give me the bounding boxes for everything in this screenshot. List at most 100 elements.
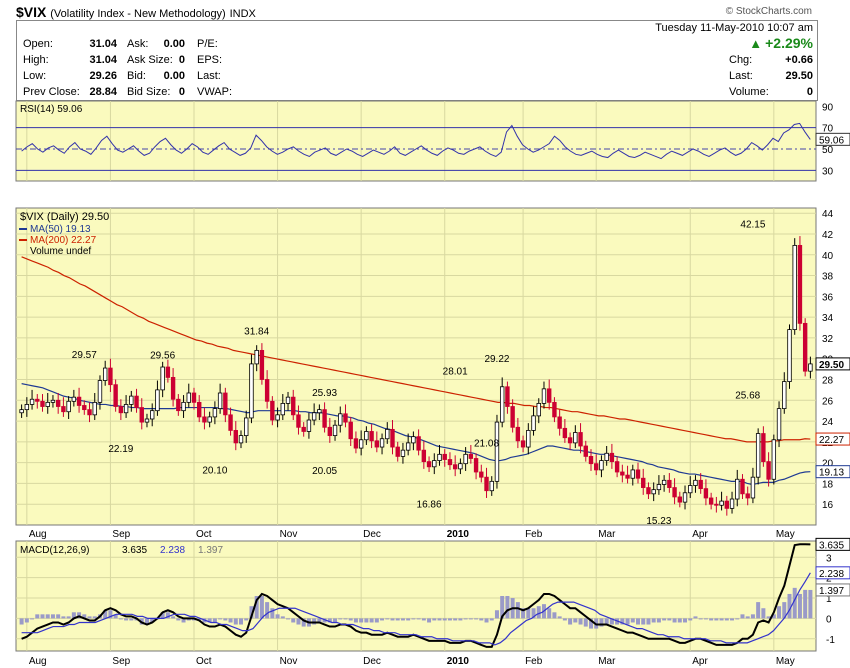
macd-line bbox=[21, 543, 811, 648]
price-annotation: 20.10 bbox=[202, 466, 227, 477]
exchange: INDX bbox=[229, 8, 256, 20]
candle-body bbox=[296, 414, 301, 428]
bid-value: 0.00 bbox=[163, 70, 185, 82]
low-label: Low: bbox=[23, 70, 47, 82]
price-month-label: May bbox=[776, 529, 795, 540]
candle-body bbox=[134, 395, 139, 408]
candle-body bbox=[29, 398, 35, 405]
price-tick-label: 20 bbox=[822, 459, 834, 470]
macd-histogram-bar bbox=[348, 618, 353, 621]
macd-histogram-bar bbox=[118, 618, 123, 620]
macd-histogram-bar bbox=[239, 618, 244, 625]
macd-month-label: Mar bbox=[598, 656, 616, 667]
macd-histogram-bar bbox=[212, 618, 217, 623]
macd-month-label: Oct bbox=[196, 656, 212, 667]
bid-size-value: 0 bbox=[178, 86, 185, 98]
candle-body bbox=[353, 438, 359, 449]
macd-tick-label: 3 bbox=[826, 553, 832, 564]
candle-body bbox=[348, 421, 353, 440]
macd-histogram-bar bbox=[291, 618, 296, 623]
rsi-last-box bbox=[815, 132, 850, 146]
price-month-label: Apr bbox=[692, 529, 708, 540]
price-annotation: 31.84 bbox=[244, 327, 269, 338]
macd-histogram-bar bbox=[625, 618, 630, 625]
price-month-label: Nov bbox=[280, 529, 298, 540]
macd-histogram-bar bbox=[385, 618, 390, 620]
candle-body bbox=[468, 453, 474, 459]
candle-body bbox=[217, 392, 223, 409]
candle-body bbox=[186, 392, 191, 403]
candle-body bbox=[698, 479, 703, 490]
candle-body bbox=[364, 431, 369, 441]
macd-histogram-bar bbox=[536, 606, 541, 619]
macd-histogram-bar bbox=[338, 618, 343, 620]
candle-body bbox=[317, 409, 322, 414]
macd-histogram-bar bbox=[489, 618, 494, 621]
chg-label: Chg: bbox=[729, 54, 753, 66]
macd-histogram-bar bbox=[50, 614, 55, 619]
change-percent-value: +2.29% bbox=[765, 35, 813, 51]
macd-histogram-bar bbox=[108, 610, 113, 619]
candle-body bbox=[515, 426, 521, 442]
macd-last-tag-value: 3.635 bbox=[819, 540, 844, 551]
price-annotation: 42.15 bbox=[740, 219, 765, 230]
last-label: Last: bbox=[729, 70, 753, 82]
rsi-tick-label: 50 bbox=[822, 145, 834, 156]
price-annotation: 25.93 bbox=[312, 388, 337, 399]
candle-body bbox=[541, 388, 547, 404]
candle-body bbox=[202, 416, 207, 423]
macd-histogram-bar bbox=[792, 587, 797, 619]
ma50-line bbox=[21, 383, 811, 486]
candle-body bbox=[520, 440, 526, 448]
ma200-line bbox=[21, 256, 811, 443]
high-label: High: bbox=[23, 54, 49, 66]
price-month-label: Mar bbox=[598, 529, 616, 540]
macd-histogram-bar bbox=[87, 616, 92, 619]
macd-histogram-bar bbox=[380, 618, 385, 621]
candle-body bbox=[102, 367, 108, 381]
macd-histogram-bar bbox=[599, 618, 604, 627]
candle-body bbox=[693, 479, 698, 486]
candle-body bbox=[291, 396, 296, 416]
candle-body bbox=[338, 413, 343, 426]
price-last-tag bbox=[815, 357, 850, 371]
macd-last-tag bbox=[815, 583, 850, 597]
macd-histogram-bar bbox=[421, 618, 426, 621]
price-annotation: 22.19 bbox=[108, 444, 133, 455]
macd-tick-label: 0 bbox=[826, 614, 832, 625]
rsi-last-value: 59.06 bbox=[819, 135, 844, 146]
price-annotation: 29.57 bbox=[72, 350, 97, 361]
macd-histogram-bar bbox=[400, 618, 405, 621]
pe-label: P/E: bbox=[197, 38, 218, 50]
price-last-tag-value: 22.27 bbox=[819, 435, 844, 446]
candle-body bbox=[426, 461, 432, 468]
rsi-tick-label: 90 bbox=[822, 102, 834, 113]
macd-histogram-bar bbox=[364, 618, 369, 623]
candle-body bbox=[552, 401, 557, 418]
macd-histogram-bar bbox=[724, 618, 729, 621]
price-last-tag-value: 29.50 bbox=[819, 360, 844, 371]
macd-histogram-bar bbox=[562, 618, 567, 621]
candle-body bbox=[343, 413, 348, 423]
symbol: $VIX bbox=[16, 4, 47, 20]
candle-body bbox=[35, 398, 40, 402]
macd-histogram-bar bbox=[672, 618, 677, 623]
candle-body bbox=[311, 412, 317, 421]
candle-body bbox=[358, 439, 364, 449]
candle-body bbox=[588, 456, 594, 465]
candle-body bbox=[270, 400, 275, 421]
volume-legend: Volume undef bbox=[30, 246, 91, 257]
candle-body bbox=[609, 452, 615, 463]
price-annotation: 28.01 bbox=[443, 366, 468, 377]
ask-label: Ask: bbox=[127, 38, 149, 50]
candle-body bbox=[165, 366, 171, 378]
macd-histogram-bar bbox=[82, 614, 87, 619]
candle-body bbox=[510, 406, 515, 428]
candle-body bbox=[155, 389, 160, 412]
macd-histogram-bar bbox=[411, 618, 416, 620]
macd-month-label: 2010 bbox=[447, 656, 470, 667]
macd-histogram-bar bbox=[808, 589, 813, 619]
candle-body bbox=[228, 414, 233, 431]
macd-histogram-bar bbox=[249, 606, 254, 619]
price-month-label: Aug bbox=[29, 529, 47, 540]
